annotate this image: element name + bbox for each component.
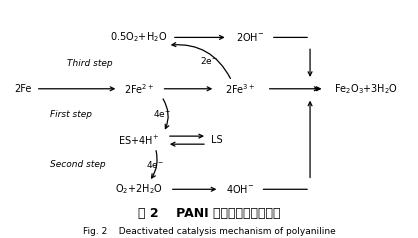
Text: First step: First step: [50, 110, 92, 119]
Text: 图 2    PANI 使铁镘化的催化机理: 图 2 PANI 使铁镘化的催化机理: [138, 207, 280, 220]
Text: 2Fe$^{2+}$: 2Fe$^{2+}$: [124, 82, 154, 96]
Text: O$_2$+2H$_2$O: O$_2$+2H$_2$O: [115, 182, 163, 196]
Text: 4OH$^{-}$: 4OH$^{-}$: [226, 183, 254, 195]
Text: ES+4H$^{+}$: ES+4H$^{+}$: [118, 134, 159, 147]
Text: Second step: Second step: [50, 160, 106, 169]
Text: Fig. 2    Deactivated catalysis mechanism of polyaniline: Fig. 2 Deactivated catalysis mechanism o…: [83, 227, 335, 236]
Text: Third step: Third step: [67, 59, 112, 68]
Text: 2e$^{-}$: 2e$^{-}$: [200, 55, 218, 66]
Text: 4e$^{-}$: 4e$^{-}$: [153, 108, 171, 119]
Text: Fe$_2$O$_3$+3H$_2$O: Fe$_2$O$_3$+3H$_2$O: [334, 82, 398, 96]
Text: 2Fe: 2Fe: [15, 84, 32, 94]
Text: 2Fe$^{3+}$: 2Fe$^{3+}$: [225, 82, 255, 96]
Text: 2OH$^{-}$: 2OH$^{-}$: [236, 31, 265, 43]
Text: 0.5O$_2$+H$_2$O: 0.5O$_2$+H$_2$O: [110, 30, 168, 44]
Text: 4e$^{-}$: 4e$^{-}$: [146, 159, 164, 170]
Text: LS: LS: [212, 135, 223, 145]
